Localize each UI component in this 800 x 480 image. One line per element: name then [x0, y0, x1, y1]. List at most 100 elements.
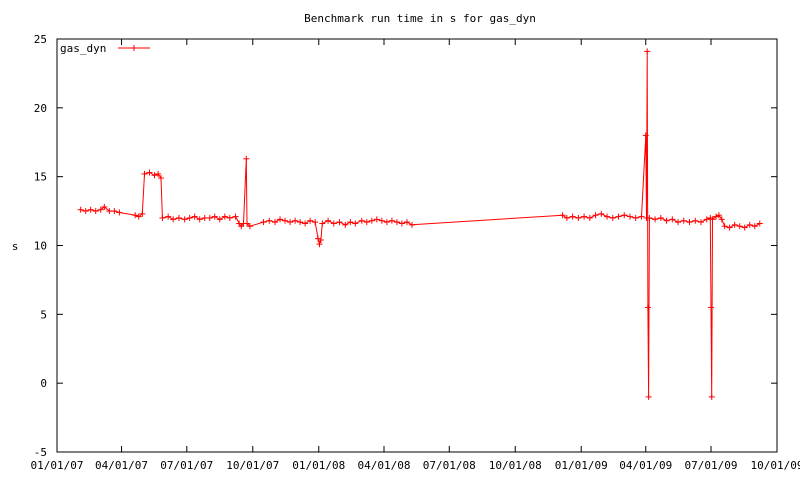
data-point — [581, 213, 588, 220]
y-axis-label: s — [12, 240, 19, 253]
data-point — [244, 220, 251, 227]
data-point — [358, 217, 365, 224]
data-point — [368, 217, 375, 224]
data-point — [669, 216, 676, 223]
y-tick-label: -5 — [34, 446, 47, 459]
x-tick-label: 01/01/07 — [31, 459, 84, 472]
data-point — [132, 212, 139, 219]
data-point — [398, 220, 405, 227]
x-tick-label: 04/01/07 — [95, 459, 148, 472]
data-point — [609, 214, 616, 221]
data-point — [645, 393, 652, 400]
data-point — [201, 214, 208, 221]
data-point — [146, 169, 153, 176]
data-point — [563, 214, 570, 221]
data-point — [686, 219, 693, 226]
chart-title: Benchmark run time in s for gas_dyn — [304, 12, 536, 25]
data-point — [680, 217, 687, 224]
data-point — [373, 216, 380, 223]
data-point — [315, 235, 322, 242]
data-point — [726, 224, 733, 231]
data-point — [287, 219, 294, 226]
data-point — [316, 241, 323, 248]
data-point — [82, 208, 89, 215]
data-point — [319, 220, 326, 227]
series-layer — [77, 48, 763, 400]
data-point — [751, 223, 758, 230]
x-tick-label: 07/01/08 — [423, 459, 476, 472]
x-tick-label: 10/01/09 — [751, 459, 800, 472]
y-axis: -5 0 5 10 15 20 25 — [34, 33, 777, 459]
data-point — [592, 212, 599, 219]
data-point — [282, 217, 289, 224]
data-point — [336, 219, 343, 226]
data-point — [325, 217, 332, 224]
data-point — [226, 214, 233, 221]
data-point — [575, 214, 582, 221]
data-point — [170, 216, 177, 223]
data-point — [746, 221, 753, 228]
data-point — [383, 219, 390, 226]
data-point — [652, 216, 659, 223]
data-point — [736, 223, 743, 230]
data-point — [708, 393, 715, 400]
data-point — [232, 213, 239, 220]
data-point — [708, 304, 715, 311]
data-point — [657, 214, 664, 221]
data-point — [718, 216, 725, 223]
data-point — [604, 213, 611, 220]
x-tick-label: 04/01/09 — [619, 459, 672, 472]
data-point — [277, 216, 284, 223]
data-point — [703, 216, 710, 223]
data-point — [266, 217, 273, 224]
data-point — [260, 219, 267, 226]
data-point — [97, 206, 104, 213]
data-point — [101, 203, 108, 210]
data-point — [731, 221, 738, 228]
data-point — [347, 219, 354, 226]
x-axis: 01/01/07 04/01/07 07/01/07 10/01/07 01/01/08… — [31, 39, 800, 472]
data-point — [135, 213, 142, 220]
data-point — [675, 219, 682, 226]
data-point — [378, 217, 385, 224]
y-tick-label: 25 — [34, 33, 47, 46]
x-tick-label: 10/01/07 — [226, 459, 279, 472]
data-point — [330, 220, 337, 227]
data-point — [246, 223, 253, 230]
data-point — [211, 213, 218, 220]
x-tick-label: 04/01/08 — [358, 459, 411, 472]
data-point — [191, 213, 198, 220]
data-point — [626, 213, 633, 220]
data-point — [615, 213, 622, 220]
data-point — [697, 219, 704, 226]
data-point — [559, 212, 566, 219]
data-point — [741, 224, 748, 231]
data-point — [292, 217, 299, 224]
data-point — [312, 219, 319, 226]
data-point — [141, 170, 148, 177]
data-point — [206, 214, 213, 221]
data-point — [393, 219, 400, 226]
data-point — [363, 219, 370, 226]
data-point — [352, 220, 359, 227]
data-point — [77, 206, 84, 213]
y-tick-label: 15 — [34, 171, 47, 184]
data-point — [92, 208, 99, 215]
y-tick-label: 5 — [40, 308, 47, 321]
data-point — [221, 213, 228, 220]
data-point — [644, 304, 651, 311]
data-point — [721, 223, 728, 230]
data-point — [175, 214, 182, 221]
data-point — [632, 214, 639, 221]
x-tick-label: 10/01/08 — [489, 459, 542, 472]
series-line-gas-dyn — [80, 51, 761, 397]
data-point — [151, 172, 158, 179]
plot-frame — [56, 38, 778, 453]
data-point — [216, 216, 223, 223]
data-point — [715, 212, 722, 219]
x-tick-label: 01/01/09 — [555, 459, 608, 472]
data-point — [569, 213, 576, 220]
data-point — [157, 175, 164, 182]
data-point — [638, 213, 645, 220]
data-point — [165, 213, 172, 220]
